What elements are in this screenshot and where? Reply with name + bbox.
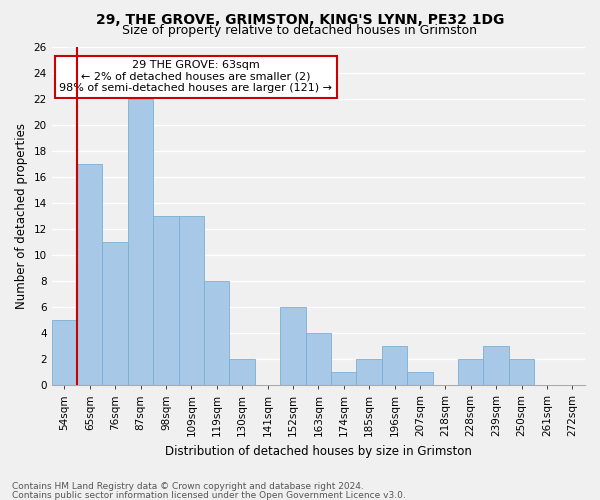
Bar (77, 164, 103, 385)
Text: 29, THE GROVE, GRIMSTON, KING'S LYNN, PE32 1DG: 29, THE GROVE, GRIMSTON, KING'S LYNN, PE… (96, 12, 504, 26)
Bar (204, 281, 229, 385)
Bar (484, 346, 509, 385)
Bar (509, 359, 534, 385)
Bar (128, 98, 153, 385)
Bar (179, 216, 204, 385)
Text: Contains public sector information licensed under the Open Government Licence v3: Contains public sector information licen… (12, 490, 406, 500)
Bar (280, 307, 305, 385)
Bar (356, 359, 382, 385)
Text: Contains HM Land Registry data © Crown copyright and database right 2024.: Contains HM Land Registry data © Crown c… (12, 482, 364, 491)
Bar (382, 346, 407, 385)
Bar (331, 372, 356, 385)
Text: Size of property relative to detached houses in Grimston: Size of property relative to detached ho… (122, 24, 478, 37)
Bar (229, 359, 255, 385)
Bar (407, 372, 433, 385)
Bar (153, 216, 179, 385)
Text: 29 THE GROVE: 63sqm
← 2% of detached houses are smaller (2)
98% of semi-detached: 29 THE GROVE: 63sqm ← 2% of detached hou… (59, 60, 332, 93)
Bar (305, 333, 331, 385)
Bar (52, 320, 77, 385)
X-axis label: Distribution of detached houses by size in Grimston: Distribution of detached houses by size … (165, 444, 472, 458)
Bar (458, 359, 484, 385)
Bar (103, 242, 128, 385)
Y-axis label: Number of detached properties: Number of detached properties (15, 123, 28, 309)
